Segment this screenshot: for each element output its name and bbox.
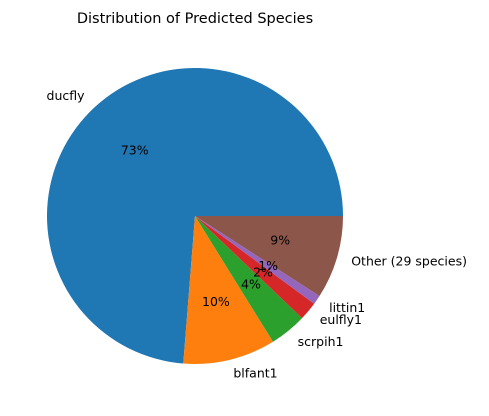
pie-slices [47,68,344,365]
slice-label-ducfly: ducfly [47,88,86,103]
slice-percent-blfant1: 10% [202,294,230,309]
slice-percent-scrpih1: 4% [241,276,261,291]
pie-slice-eulfly1 [195,216,315,319]
slice-label-scrpih1: scrpih1 [298,334,344,349]
pie-slice-other-29-species [195,216,343,297]
slice-percent-eulfly1: 2% [253,265,273,280]
slice-label-eulfly1: eulfly1 [320,312,362,327]
slice-percent-ducfly: 73% [121,142,149,157]
pie-slice-ducfly [47,68,344,364]
pie-slice-blfant1 [183,216,274,365]
pie-labels: ducfly 73% blfant1 10% scrpih1 4% eulfly1 2% lit… [47,88,467,381]
slice-label-other-29-species: Other (29 species) [351,253,467,268]
slice-percent-littin1: 1% [258,258,278,273]
pie-slice-littin1 [195,216,320,304]
chart-title: Distribution of Predicted Species [77,11,313,27]
slice-label-littin1: littin1 [329,300,365,315]
pie-slice-scrpih1 [195,216,303,342]
slice-percent-other-29-species: 9% [270,233,290,248]
slice-label-blfant1: blfant1 [233,366,277,381]
